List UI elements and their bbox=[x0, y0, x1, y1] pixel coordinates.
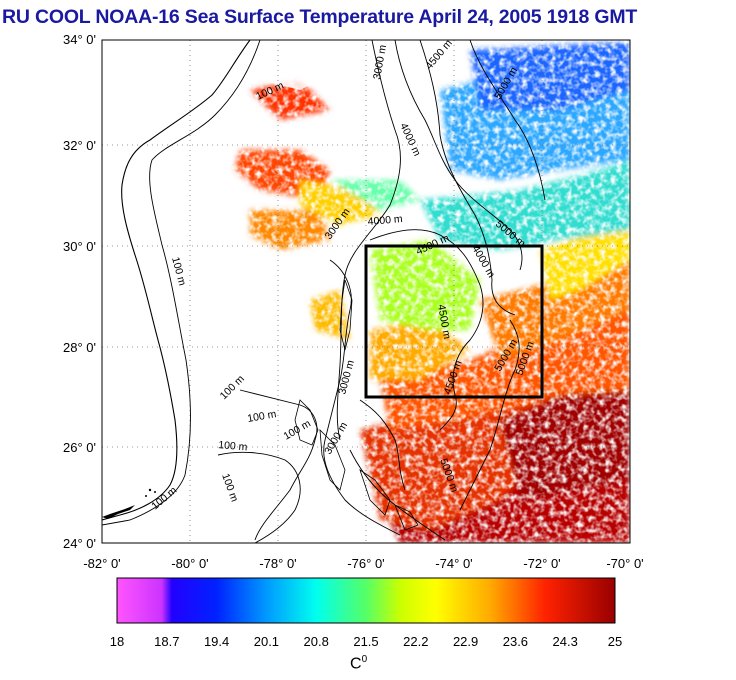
lat-tick-label: 34° 0' bbox=[63, 32, 96, 47]
lon-tick-label: -78° 0' bbox=[259, 556, 296, 571]
colorbar-tick-label: 25 bbox=[608, 634, 622, 649]
lon-ticks: -82° 0' -80° 0' -78° 0' -76° 0' -74° 0' … bbox=[83, 556, 643, 571]
colorbar-tick-label: 24.3 bbox=[553, 634, 578, 649]
depth-contour-5000m-b bbox=[459, 319, 520, 511]
colorbar-tick-label: 20.1 bbox=[254, 634, 279, 649]
lat-tick-label: 30° 0' bbox=[63, 239, 96, 254]
colorbar bbox=[116, 577, 616, 624]
colorbar-tick-label: 18.7 bbox=[154, 634, 179, 649]
depth-contour-100m bbox=[102, 40, 261, 526]
lat-tick-label: 32° 0' bbox=[63, 138, 96, 153]
depth-contour-4500m bbox=[419, 40, 516, 316]
lon-tick-label: -70° 0' bbox=[606, 556, 643, 571]
bahamas-islands bbox=[294, 279, 419, 531]
lat-ticks: 24° 0' 26° 0' 28° 0' 30° 0' 32° 0' 34° 0… bbox=[63, 32, 96, 551]
coastline bbox=[102, 40, 251, 521]
colorbar-ticks: 18 18.7 19.4 20.1 20.8 21.5 22.2 22.9 23… bbox=[110, 634, 622, 649]
colorbar-unit-base: C bbox=[350, 655, 362, 673]
lon-tick-label: -74° 0' bbox=[435, 556, 472, 571]
depth-contour-5000m bbox=[469, 40, 546, 201]
colorbar-tick-label: 19.4 bbox=[204, 634, 229, 649]
lat-tick-label: 26° 0' bbox=[63, 440, 96, 455]
colorbar-tick-label: 22.9 bbox=[453, 634, 478, 649]
colorbar-tick-label: 23.6 bbox=[503, 634, 528, 649]
colorbar-unit: C0 bbox=[350, 654, 367, 673]
lat-tick-label: 28° 0' bbox=[63, 340, 96, 355]
contour-label: 4000 m bbox=[367, 213, 403, 228]
lon-tick-label: -80° 0' bbox=[171, 556, 208, 571]
colorbar-tick-label: 21.5 bbox=[353, 634, 378, 649]
depth-contour-3000m bbox=[336, 40, 401, 441]
lon-tick-label: -72° 0' bbox=[523, 556, 560, 571]
lon-tick-label: -76° 0' bbox=[347, 556, 384, 571]
map-title: RU COOL NOAA-16 Sea Surface Temperature … bbox=[2, 6, 638, 28]
depth-contour-bahamas-c bbox=[217, 451, 301, 543]
lat-tick-label: 24° 0' bbox=[63, 536, 96, 551]
contour-label: 100 m bbox=[246, 408, 277, 425]
study-area-box bbox=[364, 244, 544, 399]
map-frame bbox=[101, 39, 631, 544]
depth-contour-bahamas-a bbox=[323, 259, 401, 536]
colorbar-unit-sup: 0 bbox=[361, 654, 368, 665]
colorbar-tick-label: 20.8 bbox=[304, 634, 329, 649]
depth-contour-bahamas-b bbox=[239, 389, 318, 541]
depth-contour-bahamas-e bbox=[359, 399, 406, 491]
contour-label: 100 m bbox=[218, 439, 248, 454]
colorbar-tick-label: 18 bbox=[110, 634, 124, 649]
colorbar-tick-label: 22.2 bbox=[403, 634, 428, 649]
florida-keys bbox=[102, 488, 156, 519]
lon-tick-label: -82° 0' bbox=[83, 556, 120, 571]
